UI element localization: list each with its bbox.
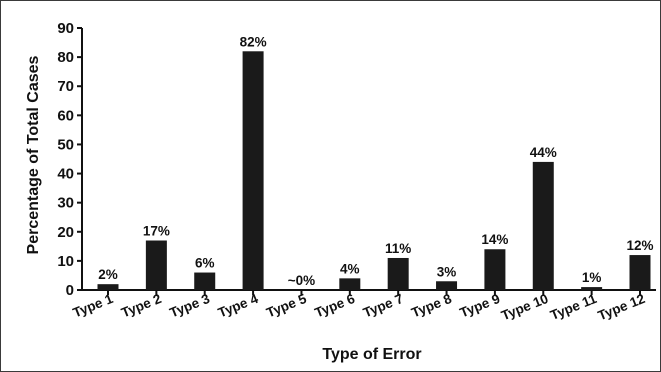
y-tick-label: 10 [57,253,74,270]
y-tick-label: 60 [57,107,74,124]
data-label: ~0% [288,273,315,288]
bar [97,284,119,290]
data-label: 2% [98,267,118,282]
data-labels: 2% 17% 6% 82% ~0% 4% 11% 3% 14% 44% 1% 12% [98,34,653,288]
data-label: 14% [481,232,508,247]
y-tick-label: 80 [57,49,74,66]
y-tick-label: 50 [57,136,74,153]
bar [194,272,216,290]
y-axis-title: Percentage of Total Cases [25,55,42,254]
y-axis: 0 10 20 30 40 50 60 70 80 90 [57,20,83,299]
data-label: 11% [385,241,411,256]
bar [436,281,458,290]
x-tick-label: Type 7 [361,291,405,321]
x-tick-label: Type 9 [458,291,502,321]
bar [387,257,409,290]
bar [629,255,651,290]
y-tick-label: 40 [57,166,74,183]
x-axis [82,289,656,295]
y-tick-label: 30 [57,195,74,212]
x-tick-label: Type 4 [216,291,261,321]
bar [581,287,603,290]
data-label: 1% [582,270,602,285]
y-tick-label: 90 [57,20,74,37]
x-tick-label: Type 12 [596,291,647,323]
data-label: 12% [626,238,653,253]
bar [145,240,167,290]
data-label: 3% [437,264,457,279]
bar [484,249,506,290]
x-axis-title: Type of Error [322,346,421,363]
x-tick-label: Type 1 [71,291,116,321]
y-tick-label: 70 [57,78,74,95]
x-tick-label: Type 8 [409,291,454,321]
x-tick-label: Type 6 [313,291,358,321]
x-tick-label: Type 2 [119,291,163,321]
data-label: 4% [340,261,360,276]
x-tick-labels: Type 1 Type 2 Type 3 Type 4 Type 5 Type 6 Type… [71,291,647,324]
data-label: 6% [195,256,215,271]
x-tick-label: Type 3 [168,291,213,321]
bars [97,51,651,291]
x-tick-label: Type 5 [264,291,309,321]
bar [339,278,361,290]
y-tick-label: 0 [66,282,74,299]
x-tick-label: Type 10 [499,291,550,323]
bar [532,161,554,290]
data-label: 82% [240,34,267,49]
bar [242,51,264,291]
data-label: 44% [530,145,557,160]
y-tick-label: 20 [57,224,74,241]
data-label: 17% [143,224,170,239]
x-tick-label: Type 11 [548,291,599,323]
